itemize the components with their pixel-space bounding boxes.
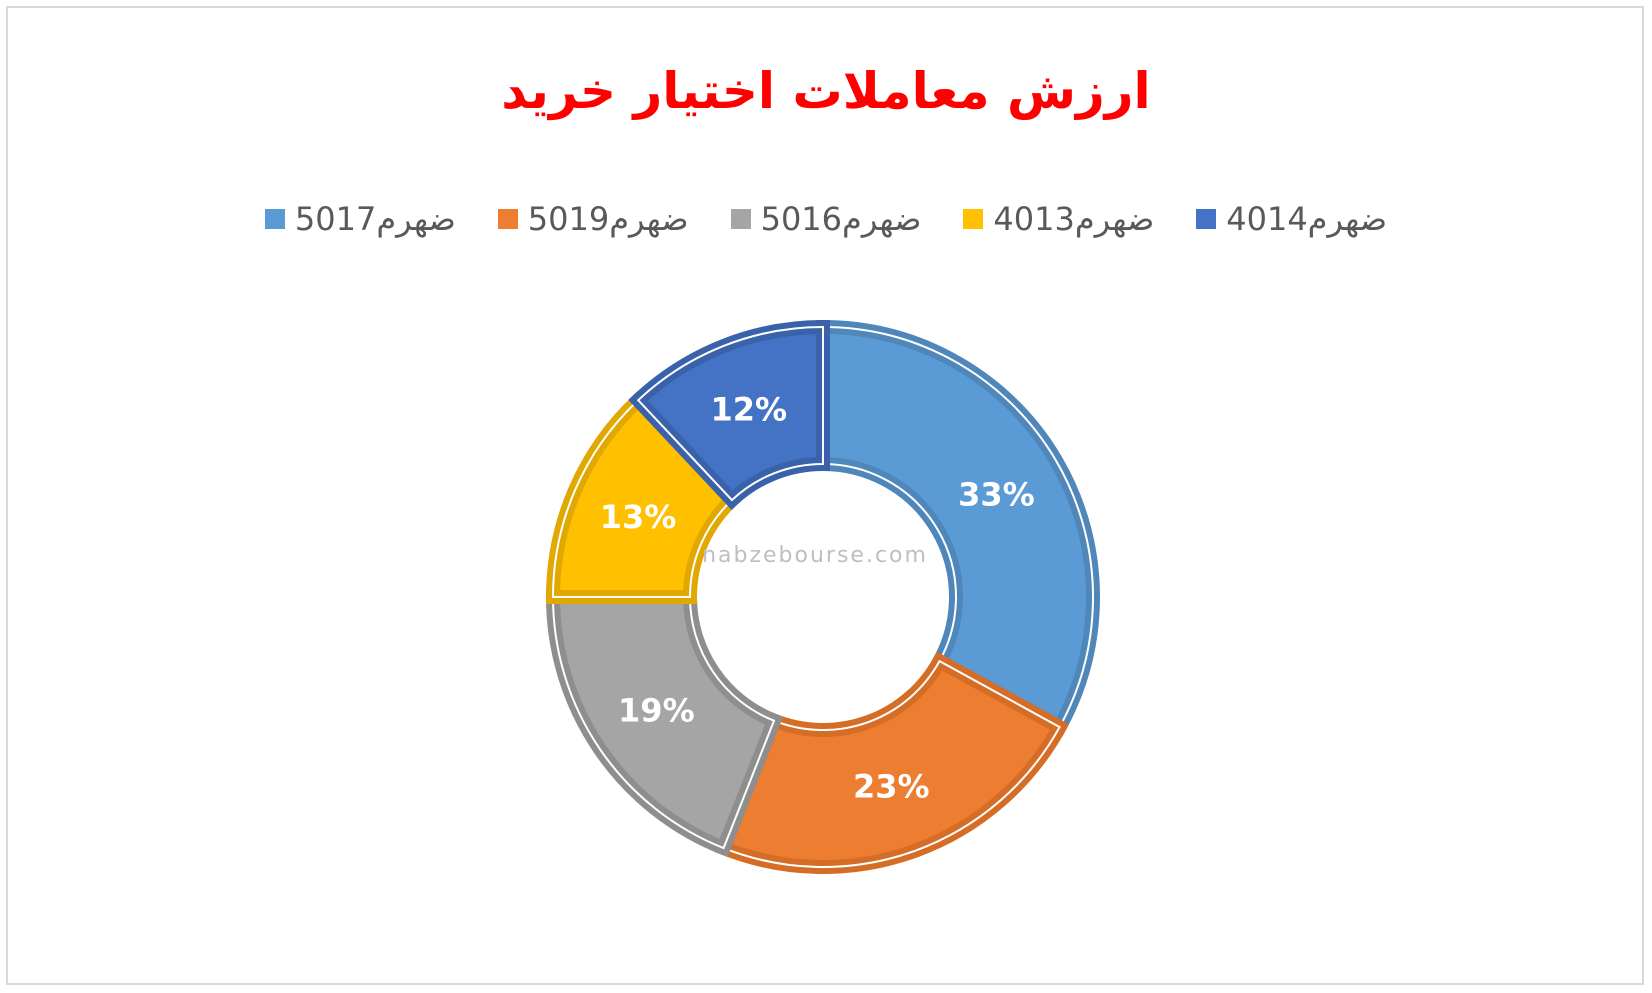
legend-item: ضهرم5017	[264, 200, 456, 238]
slice-data-label: 13%	[600, 498, 677, 536]
chart-title: ارزش معاملات اختیار خرید	[501, 62, 1151, 120]
doughnut-slice	[714, 651, 1070, 874]
chart-legend: ضهرم5017 ضهرم5019 ضهرم5016 ضهرم4013 ضهرم4014	[0, 200, 1652, 238]
legend-label: ضهرم4013	[993, 200, 1155, 238]
legend-label: ضهرم5017	[294, 200, 456, 238]
slice-separator	[551, 596, 776, 850]
legend-swatch	[264, 209, 285, 229]
slice-separator	[722, 659, 1061, 868]
legend-swatch	[497, 209, 518, 229]
legend-label: ضهرم5016	[760, 200, 922, 238]
slice-data-label: 33%	[958, 475, 1035, 513]
labels-group: 33% 23% 19% 13% 12%	[600, 391, 1035, 806]
slices-group	[545, 319, 1100, 874]
slice-data-label: 23%	[853, 768, 930, 806]
legend-label: ضهرم4014	[1226, 200, 1388, 238]
legend-item: ضهرم4013	[963, 200, 1154, 238]
slice-data-label: 12%	[711, 391, 788, 429]
legend-item: ضهرم5016	[730, 200, 922, 238]
watermark-site-text: nabzebourse.com	[702, 543, 928, 568]
legend-swatch	[1196, 209, 1217, 229]
slice-data-label: 19%	[618, 691, 695, 729]
slice-separator	[636, 325, 824, 502]
legend-swatch	[963, 209, 984, 229]
slice-separator	[822, 325, 1094, 729]
legend-label: ضهرم5019	[527, 200, 689, 238]
legend-swatch	[730, 209, 751, 229]
legend-item: ضهرم5019	[497, 200, 689, 238]
watermark: nabzebourse.com	[702, 543, 928, 568]
legend-item: ضهرم4014	[1196, 200, 1387, 238]
